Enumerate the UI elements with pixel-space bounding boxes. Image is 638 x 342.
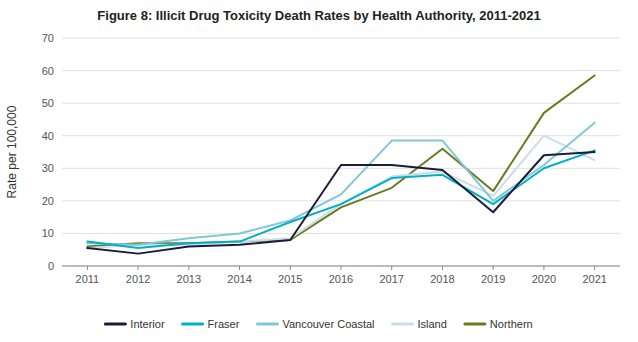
- chart: Figure 8: Illicit Drug Toxicity Death Ra…: [0, 0, 638, 342]
- x-tick-label: 2014: [227, 273, 251, 285]
- y-tick-label: 70: [42, 32, 54, 44]
- x-tick-label: 2012: [126, 273, 150, 285]
- legend-swatch: [465, 323, 485, 326]
- x-tick: [290, 266, 291, 270]
- x-tick-label: 2021: [582, 273, 606, 285]
- x-tick: [239, 266, 240, 270]
- x-tick-label: 2016: [329, 273, 353, 285]
- legend-item: Island: [393, 318, 447, 330]
- x-tick: [188, 266, 189, 270]
- x-tick-label: 2013: [177, 273, 201, 285]
- x-tick: [87, 266, 88, 270]
- x-tick: [543, 266, 544, 270]
- legend-swatch: [183, 323, 203, 326]
- series-line: [87, 75, 594, 246]
- y-tick-label: 30: [42, 162, 54, 174]
- y-axis-label: Rate per 100,000: [5, 105, 19, 198]
- legend-item: Interior: [105, 318, 165, 330]
- x-tick: [391, 266, 392, 270]
- lines: [87, 75, 594, 253]
- series-line: [87, 152, 594, 254]
- legend-label: Interior: [130, 318, 165, 330]
- legend-label: Island: [418, 318, 447, 330]
- y-tick-label: 0: [48, 260, 54, 272]
- legend-label: Vancouver Coastal: [282, 318, 374, 330]
- legend-label: Northern: [490, 318, 533, 330]
- legend-swatch: [257, 323, 277, 326]
- legend-swatch: [393, 323, 413, 326]
- series-line: [87, 136, 594, 248]
- x-tick: [594, 266, 595, 270]
- grid: [62, 38, 620, 266]
- legend: Interior Fraser Vancouver Coastal Island Nor…: [105, 318, 532, 330]
- y-tick-label: 40: [42, 130, 54, 142]
- grid-line: [62, 233, 620, 234]
- grid-line: [62, 38, 620, 39]
- y-tick-label: 60: [42, 65, 54, 77]
- y-tick-label: 10: [42, 227, 54, 239]
- legend-swatch: [105, 323, 125, 326]
- grid-line: [62, 70, 620, 71]
- y-tick-label: 50: [42, 97, 54, 109]
- x-tick-label: 2015: [278, 273, 302, 285]
- grid-line: [62, 135, 620, 136]
- legend-item: Fraser: [183, 318, 240, 330]
- legend-item: Vancouver Coastal: [257, 318, 374, 330]
- grid-line: [62, 200, 620, 201]
- x-tick-label: 2011: [76, 273, 100, 285]
- x-tick: [341, 266, 342, 270]
- x-tick-label: 2019: [481, 273, 505, 285]
- x-tick-label: 2017: [379, 273, 403, 285]
- x-tick: [138, 266, 139, 270]
- legend-item: Northern: [465, 318, 533, 330]
- x-tick-label: 2020: [532, 273, 556, 285]
- legend-label: Fraser: [208, 318, 240, 330]
- y-tick-label: 20: [42, 195, 54, 207]
- title: Figure 8: Illicit Drug Toxicity Death Ra…: [97, 8, 540, 23]
- x-tick-label: 2018: [430, 273, 454, 285]
- grid-line: [62, 103, 620, 104]
- grid-line: [62, 168, 620, 169]
- x-tick: [493, 266, 494, 270]
- x-tick: [442, 266, 443, 270]
